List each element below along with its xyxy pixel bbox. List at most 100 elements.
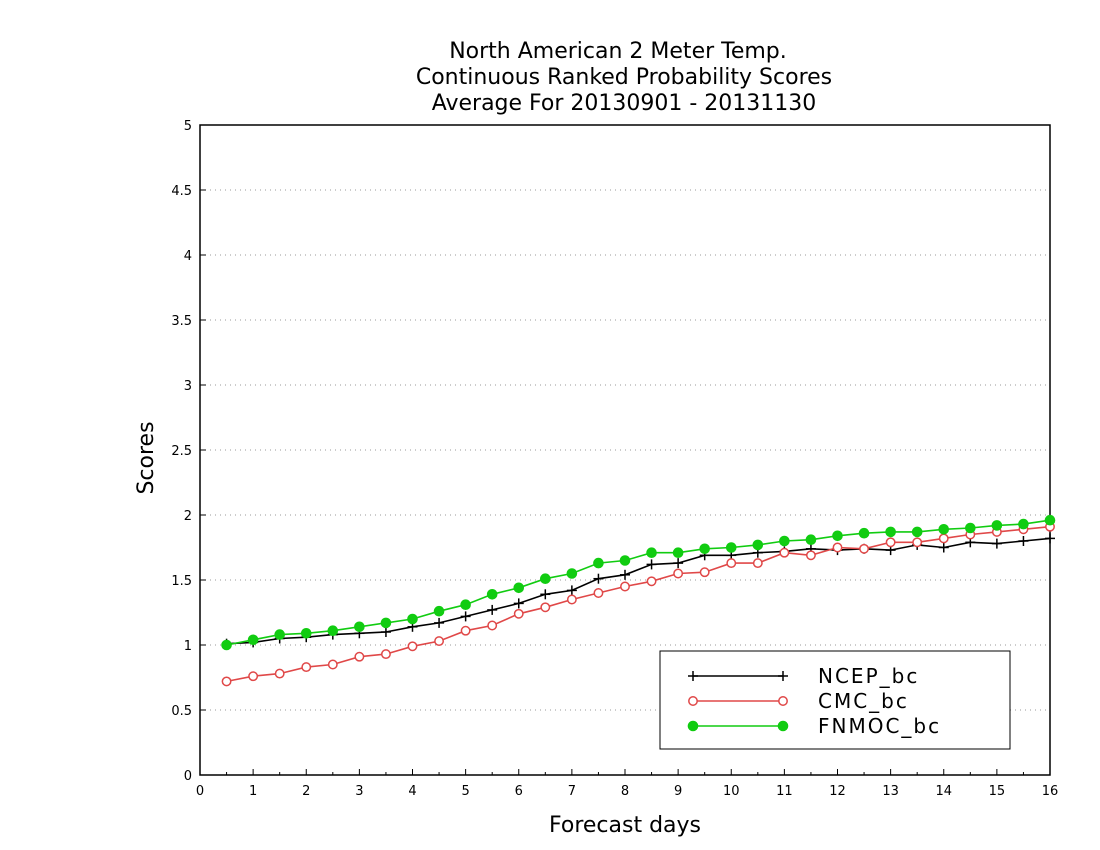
x-tick-label: 7 xyxy=(568,784,576,799)
data-point xyxy=(779,535,790,547)
y-tick-label: 4.5 xyxy=(171,184,192,199)
x-tick-label: 15 xyxy=(989,784,1006,799)
legend-box xyxy=(659,650,1011,750)
data-point xyxy=(859,543,870,554)
x-tick-label: 5 xyxy=(461,784,469,799)
data-point xyxy=(327,625,339,637)
data-point xyxy=(247,634,259,646)
data-point xyxy=(805,550,816,561)
data-point xyxy=(672,547,684,559)
data-point xyxy=(673,568,684,579)
data-point xyxy=(593,588,604,598)
data-point xyxy=(301,662,312,673)
y-axis: 0 0.5 1 1.5 2 2.5 3 3.5 4 4.5 5 xyxy=(171,119,206,784)
series-CMC_bc xyxy=(221,521,1055,687)
data-point xyxy=(832,530,843,542)
data-point xyxy=(487,604,498,615)
data-point xyxy=(513,608,524,619)
data-point xyxy=(699,543,710,555)
data-point xyxy=(513,598,524,609)
y-tick-label: 2 xyxy=(184,509,192,524)
data-point xyxy=(354,621,365,633)
data-point xyxy=(540,602,551,613)
data-point xyxy=(593,557,604,569)
y-tick-label: 0 xyxy=(184,769,192,784)
x-tick-label: 16 xyxy=(1042,784,1059,799)
data-point xyxy=(726,558,737,569)
data-point xyxy=(380,627,391,637)
data-point xyxy=(407,641,418,652)
legend-entry-NCEP_bc: NCEP_bc xyxy=(688,664,919,688)
legend-marker-start xyxy=(688,671,698,681)
data-point xyxy=(646,547,657,559)
legend-marker-end xyxy=(778,671,788,681)
data-point xyxy=(380,617,392,629)
y-tick-label: 0.5 xyxy=(171,704,192,719)
x-axis-title: Forecast days xyxy=(549,813,701,838)
data-point xyxy=(593,573,604,584)
x-tick-label: 13 xyxy=(882,784,899,799)
data-point xyxy=(619,555,631,566)
data-point xyxy=(487,620,498,631)
data-point xyxy=(1018,518,1029,530)
data-point xyxy=(912,537,923,548)
y-tick-label: 1.5 xyxy=(171,574,192,589)
data-point xyxy=(221,639,232,651)
data-point xyxy=(434,636,445,647)
x-tick-label: 11 xyxy=(776,784,793,799)
series-FNMOC_bc xyxy=(221,514,1056,651)
data-point xyxy=(620,569,630,580)
data-point xyxy=(832,542,843,553)
data-point xyxy=(540,589,551,600)
data-point xyxy=(380,649,391,660)
x-tick-label: 12 xyxy=(829,784,846,799)
data-point xyxy=(779,547,790,558)
data-point xyxy=(673,558,684,569)
data-point xyxy=(620,581,630,592)
x-tick-label: 2 xyxy=(302,784,310,799)
series-NCEP_bc xyxy=(221,533,1055,649)
legend-label: NCEP_bc xyxy=(818,664,919,688)
y-tick-label: 1 xyxy=(184,639,192,654)
legend-marker-end xyxy=(777,720,789,732)
data-point xyxy=(725,542,737,553)
chart-title-line-3: Average For 20130901 - 20131130 xyxy=(432,91,817,116)
legend-marker-start xyxy=(688,696,698,706)
data-point xyxy=(566,594,577,605)
data-point xyxy=(274,668,285,679)
data-point xyxy=(300,628,312,639)
legend-label: FNMOC_bc xyxy=(818,714,941,738)
data-point xyxy=(858,527,870,539)
legend-label: CMC_bc xyxy=(818,689,909,713)
x-axis: 0 1 2 3 4 5 6 7 8 9 10 11 12 13 14 15 16 xyxy=(196,769,1058,799)
y-axis-title: Scores xyxy=(134,421,159,494)
y-tick-label: 3.5 xyxy=(171,314,192,329)
data-point xyxy=(354,651,365,662)
chart-title: North American 2 Meter Temp. Continuous … xyxy=(416,39,832,116)
data-point xyxy=(752,558,763,569)
data-point xyxy=(885,537,896,548)
data-point xyxy=(248,671,259,682)
grid-lines xyxy=(200,189,1050,711)
legend-marker-start xyxy=(687,720,699,732)
data-point xyxy=(885,526,896,538)
data-point xyxy=(1018,536,1029,546)
data-point xyxy=(460,599,471,611)
data-point xyxy=(1045,533,1055,544)
data-point xyxy=(274,629,285,640)
x-tick-label: 6 xyxy=(515,784,523,799)
data-point xyxy=(646,576,657,587)
y-tick-label: 4 xyxy=(184,249,192,264)
legend-marker-end xyxy=(778,696,788,706)
data-point xyxy=(540,573,551,585)
series-layer xyxy=(221,514,1056,687)
x-tick-label: 1 xyxy=(249,784,257,799)
data-point xyxy=(566,585,577,596)
y-tick-label: 3 xyxy=(184,379,192,394)
data-point xyxy=(513,582,525,594)
data-point xyxy=(938,542,949,553)
data-point xyxy=(566,568,578,579)
